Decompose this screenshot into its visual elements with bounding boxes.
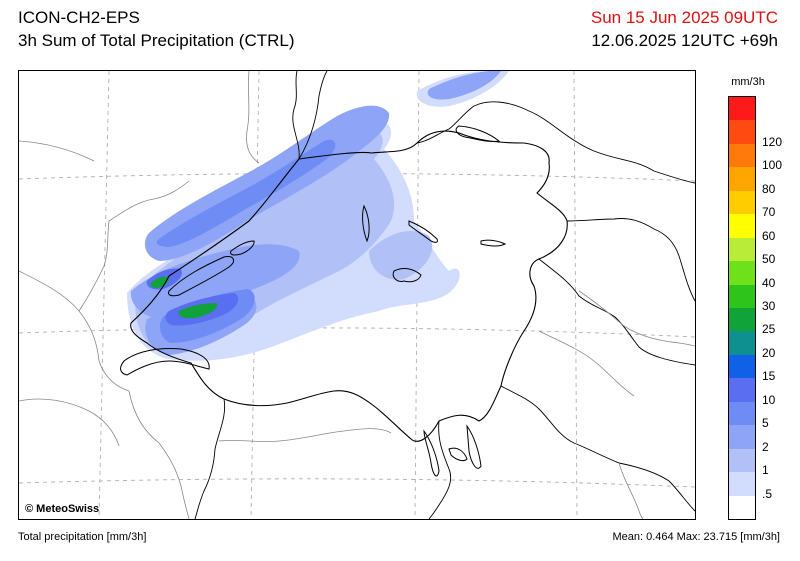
legend-label: 60 — [762, 228, 776, 243]
legend-label: 50 — [762, 252, 776, 267]
legend-label: 100 — [762, 158, 783, 173]
footer-variable: Total precipitation [mm/3h] — [18, 531, 147, 543]
lake-zurich — [408, 220, 438, 243]
lake-biel — [230, 240, 255, 256]
legend-swatch — [729, 354, 755, 379]
legend-label: 10 — [762, 392, 776, 407]
legend-label: 25 — [762, 322, 776, 337]
legend-swatch — [729, 120, 755, 145]
copyright: © MeteoSwiss — [25, 503, 100, 515]
legend-swatch — [729, 448, 755, 473]
legend-swatch — [729, 190, 755, 215]
legend-swatch — [729, 284, 755, 309]
precip-area-2-ne — [427, 71, 501, 100]
legend-swatch — [729, 331, 755, 356]
lake-lucerne — [392, 267, 422, 283]
precip-area-5 — [156, 139, 336, 247]
precip-area-1-east — [369, 231, 433, 280]
legend-swatch — [729, 472, 755, 497]
swiss-border — [130, 130, 568, 442]
lake-small-1 — [480, 239, 507, 247]
legend-label: 80 — [762, 181, 776, 196]
valid-time: Sun 15 Jun 2025 09UTC — [590, 8, 778, 27]
legend-swatch — [729, 378, 755, 403]
precipitation-map: © MeteoSwiss — [18, 70, 696, 520]
legend-label: 70 — [762, 205, 776, 220]
legend-swatch — [729, 237, 755, 262]
lake-constance — [455, 125, 501, 142]
legend-label: 2 — [762, 439, 769, 454]
model-title: ICON-CH2-EPS — [18, 8, 140, 27]
lake-lugano — [448, 447, 468, 462]
footer-stats: Mean: 0.464 Max: 23.715 [mm/3h] — [612, 531, 780, 543]
legend-swatch — [729, 401, 755, 426]
precip-area-15-nw — [150, 276, 169, 288]
legend-label: 5 — [762, 416, 769, 431]
legend-label: 1 — [762, 463, 769, 478]
legend-label: 40 — [762, 275, 776, 290]
precip-area-2-mid — [130, 244, 300, 320]
lake-como — [466, 424, 482, 469]
lake-maggiore — [423, 429, 440, 477]
lakes — [120, 125, 507, 477]
legend-label: .5 — [762, 486, 773, 501]
product-title: 3h Sum of Total Precipitation (CTRL) — [18, 31, 295, 50]
regional-borders — [19, 71, 695, 519]
legend-swatch — [729, 425, 755, 450]
legend-swatch — [729, 214, 755, 239]
legend-unit: mm/3h — [731, 76, 765, 88]
precipitation-field — [127, 71, 509, 361]
legend-swatch — [729, 143, 755, 168]
color-legend — [728, 96, 756, 520]
lake-small-2 — [362, 204, 370, 243]
map-canvas — [19, 71, 695, 519]
precip-area-15 — [178, 303, 218, 319]
legend-swatch — [729, 495, 755, 520]
legend-swatch — [729, 167, 755, 192]
lake-neuchatel — [168, 256, 235, 297]
legend-label: 30 — [762, 299, 776, 313]
legend-swatch — [729, 308, 755, 332]
legend-swatch — [729, 261, 755, 286]
legend-label: 15 — [762, 369, 776, 384]
geography — [19, 71, 695, 519]
run-time: 12.06.2025 12UTC +69h — [591, 31, 778, 50]
lake-geneva — [120, 348, 210, 376]
legend-swatch — [729, 97, 755, 121]
country-borders — [194, 71, 695, 519]
legend-label: 120 — [762, 134, 783, 149]
legend-label: 20 — [762, 345, 776, 360]
